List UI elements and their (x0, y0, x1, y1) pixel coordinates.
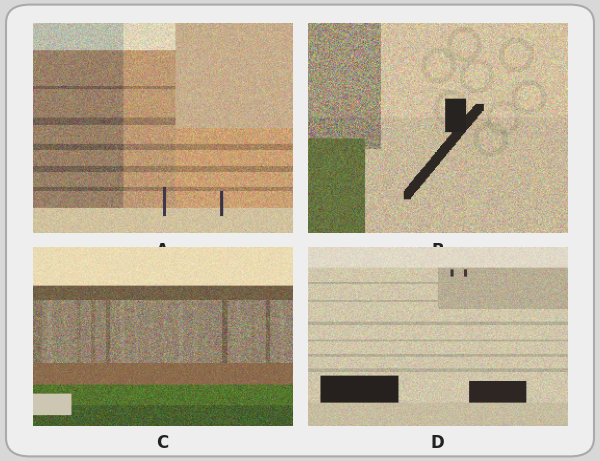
Text: D: D (431, 433, 444, 452)
FancyBboxPatch shape (6, 5, 594, 456)
Text: A: A (156, 242, 169, 260)
Text: C: C (157, 433, 169, 452)
Text: B: B (431, 242, 444, 260)
